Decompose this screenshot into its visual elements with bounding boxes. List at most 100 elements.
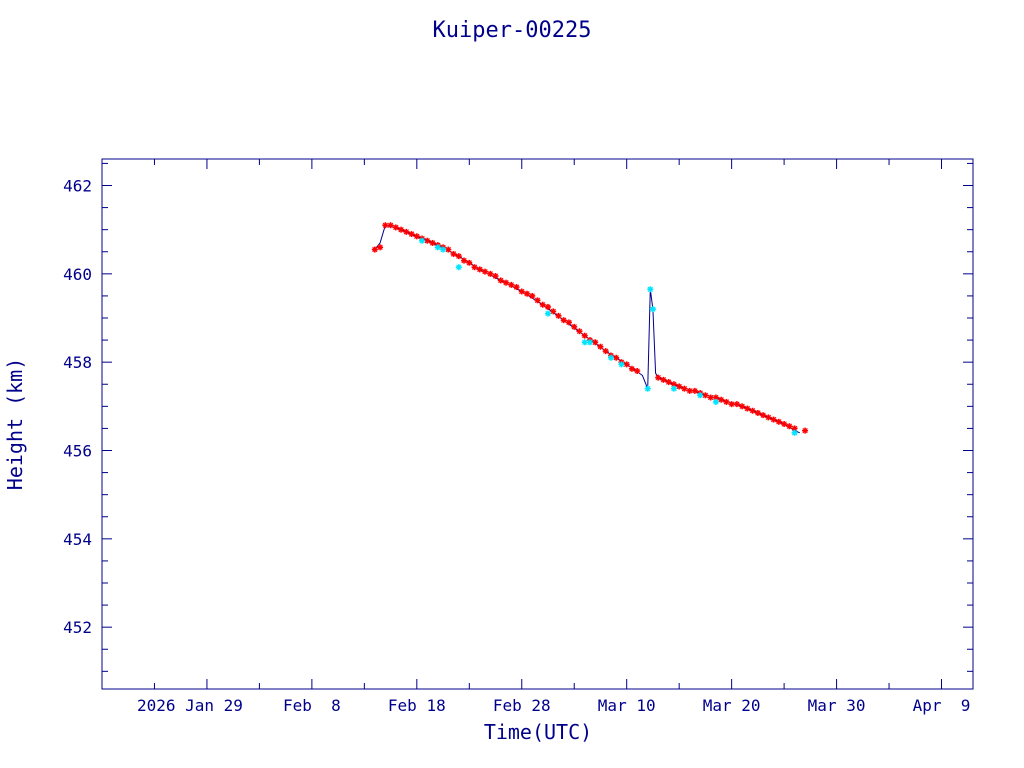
data-point-red [508, 281, 515, 288]
data-point-cyan [544, 310, 551, 317]
data-point-red [455, 253, 462, 260]
y-tick-label: 454 [63, 530, 92, 549]
data-point-red [749, 407, 756, 414]
data-point-cyan [791, 429, 798, 436]
y-tick-label: 452 [63, 618, 92, 637]
x-tick-label: Mar 30 [808, 696, 866, 715]
data-point-red [786, 423, 793, 430]
data-point-red [466, 259, 473, 266]
data-point-red [403, 228, 410, 235]
data-point-cyan [649, 306, 656, 313]
data-point-red [723, 398, 730, 405]
data-point-red [702, 392, 709, 399]
data-point-red [802, 427, 809, 434]
data-point-red [471, 264, 478, 271]
data-point-red [765, 414, 772, 421]
data-point-red [544, 303, 551, 310]
data-point-red [413, 233, 420, 240]
data-point-red [770, 416, 777, 423]
data-point-red [539, 301, 546, 308]
data-point-red [571, 323, 578, 330]
orbit-height-line [374, 224, 800, 434]
data-point-red [665, 379, 672, 386]
data-point-cyan [440, 246, 447, 253]
data-point-red [497, 277, 504, 284]
data-point-red [424, 237, 431, 244]
data-point-red [371, 246, 378, 253]
x-axis-label: Time(UTC) [484, 720, 592, 744]
data-point-cyan [607, 354, 614, 361]
data-point-red [718, 396, 725, 403]
data-point-red [392, 224, 399, 231]
data-point-red [450, 250, 457, 257]
data-point-cyan [455, 264, 462, 271]
y-axis-label: Height (km) [3, 358, 27, 490]
data-point-red [461, 257, 468, 264]
data-point-red [581, 332, 588, 339]
data-point-red [529, 292, 536, 299]
y-tick-label: 462 [63, 177, 92, 196]
data-point-red [503, 279, 510, 286]
y-tick-label: 458 [63, 353, 92, 372]
data-point-red [576, 328, 583, 335]
x-tick-label: Mar 20 [703, 696, 761, 715]
data-point-red [754, 409, 761, 416]
data-point-red [387, 222, 394, 229]
data-point-red [634, 368, 641, 374]
series-layer [371, 222, 809, 436]
data-point-cyan [434, 244, 441, 251]
major-ticks [101, 159, 973, 689]
data-point-red [681, 385, 688, 392]
data-point-red [602, 348, 609, 355]
data-point-red [660, 376, 667, 383]
data-point-red [676, 383, 683, 390]
data-point-cyan [697, 392, 704, 399]
data-point-red [555, 312, 562, 319]
data-point-red [534, 297, 541, 304]
data-point-red [775, 418, 782, 425]
data-point-red [518, 288, 525, 295]
data-point-red [613, 354, 620, 361]
data-point-red [592, 339, 599, 346]
x-tick-label: Feb 28 [493, 696, 551, 715]
data-point-cyan [581, 339, 588, 346]
data-point-red [733, 401, 740, 408]
data-point-cyan [712, 398, 719, 405]
data-point-red [760, 412, 767, 419]
data-point-red [408, 231, 415, 238]
data-point-red [445, 246, 452, 253]
data-point-red [707, 394, 714, 401]
x-tick-label: Apr 9 [913, 696, 971, 715]
data-point-red [482, 268, 489, 275]
data-point-red [513, 284, 520, 291]
data-point-red [686, 387, 693, 394]
data-point-red [398, 226, 405, 233]
plot-frame [101, 158, 974, 690]
y-tick-label: 460 [63, 265, 92, 284]
data-point-red [781, 421, 788, 427]
data-point-red [492, 273, 499, 280]
y-tick-label: 456 [63, 442, 92, 461]
data-point-red [550, 308, 557, 315]
data-point-red [655, 374, 662, 381]
data-point-cyan [670, 385, 677, 392]
data-point-red [739, 403, 746, 410]
data-point-red [691, 387, 698, 394]
data-point-red [560, 317, 567, 324]
data-point-cyan [647, 286, 654, 293]
chart-title: Kuiper-00225 [433, 18, 592, 43]
minor-ticks [102, 159, 973, 689]
x-tick-label: Mar 10 [598, 696, 656, 715]
data-point-red [597, 343, 604, 350]
x-tick-label: Feb 18 [388, 696, 446, 715]
data-point-red [429, 239, 436, 246]
data-point-red [377, 244, 384, 251]
data-point-red [487, 270, 494, 277]
y-tick-labels: 452 454 456 458 460 462 [63, 177, 92, 638]
data-point-red [382, 222, 389, 229]
data-point-red [728, 401, 735, 408]
data-point-red [476, 266, 483, 273]
x-tick-label: 2026 Jan 29 [137, 696, 243, 715]
data-point-red [744, 405, 751, 412]
